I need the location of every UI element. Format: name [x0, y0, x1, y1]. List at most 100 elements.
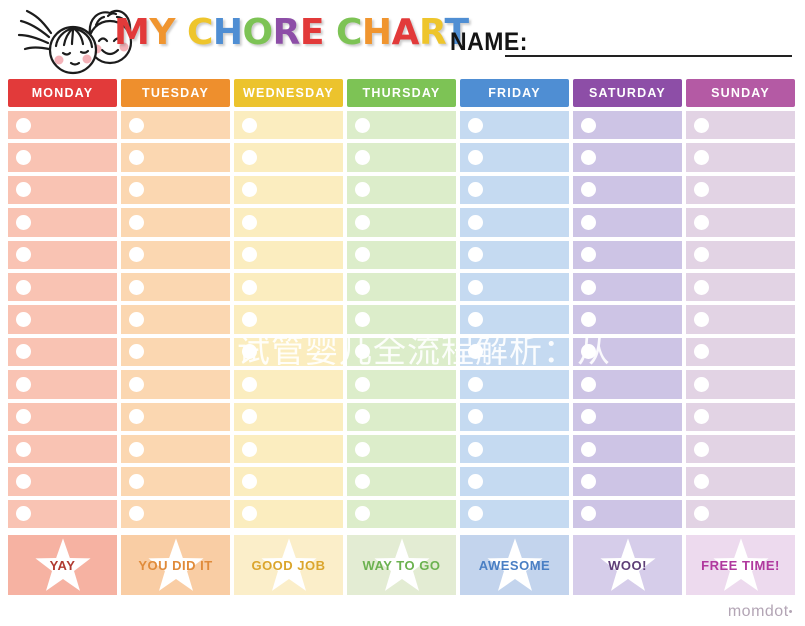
chore-cell[interactable]: [686, 467, 795, 496]
chore-cell[interactable]: [460, 402, 569, 431]
chore-cell[interactable]: [121, 272, 230, 302]
chore-cell[interactable]: [347, 143, 456, 172]
chore-cell[interactable]: [234, 272, 343, 302]
name-input-line[interactable]: [505, 30, 792, 57]
chore-cell[interactable]: [686, 402, 795, 431]
chore-cell[interactable]: [8, 272, 117, 302]
chore-cell[interactable]: [234, 499, 343, 529]
chore-cell[interactable]: [121, 434, 230, 464]
chore-cell[interactable]: [573, 499, 682, 529]
chore-cell[interactable]: [686, 175, 795, 205]
chore-cell[interactable]: [460, 240, 569, 269]
chore-cell[interactable]: [686, 305, 795, 334]
chore-cell[interactable]: [121, 143, 230, 172]
chore-cell[interactable]: [573, 111, 682, 140]
chore-cell[interactable]: [460, 208, 569, 237]
day-column-thursday: THURSDAY WAY TO GO: [347, 79, 456, 596]
chore-cell[interactable]: [8, 499, 117, 529]
check-circle-icon: [694, 279, 709, 295]
chore-cell[interactable]: [8, 305, 117, 334]
check-circle-icon: [468, 312, 483, 328]
chore-cell[interactable]: [121, 402, 230, 431]
chore-cell[interactable]: [573, 208, 682, 237]
chore-cell[interactable]: [347, 272, 456, 302]
chore-cell[interactable]: [686, 370, 795, 399]
chore-cell[interactable]: [573, 434, 682, 464]
chore-cell[interactable]: [347, 305, 456, 334]
chore-cell[interactable]: [347, 467, 456, 496]
chore-cell[interactable]: [121, 467, 230, 496]
check-circle-icon: [355, 117, 370, 133]
chore-cell[interactable]: [347, 434, 456, 464]
chore-cell[interactable]: [460, 370, 569, 399]
chore-cell[interactable]: [8, 175, 117, 205]
chore-cell[interactable]: [460, 305, 569, 334]
chore-cell[interactable]: [573, 305, 682, 334]
chore-cell[interactable]: [573, 143, 682, 172]
chore-cell[interactable]: [347, 111, 456, 140]
chore-cell[interactable]: [686, 208, 795, 237]
chore-cell[interactable]: [347, 337, 456, 367]
chore-cell[interactable]: [234, 175, 343, 205]
chore-cell[interactable]: [347, 370, 456, 399]
chore-cell[interactable]: [234, 111, 343, 140]
chore-cell[interactable]: [8, 337, 117, 367]
title-letter: A: [391, 12, 420, 53]
chore-cell[interactable]: [8, 143, 117, 172]
chore-cell[interactable]: [460, 467, 569, 496]
chore-cell[interactable]: [460, 272, 569, 302]
chore-cell[interactable]: [8, 370, 117, 399]
brand-dot-icon: •: [788, 606, 793, 618]
chore-cell[interactable]: [460, 499, 569, 529]
chore-cell[interactable]: [8, 111, 117, 140]
chore-cell[interactable]: [234, 467, 343, 496]
chore-cell[interactable]: [8, 467, 117, 496]
chore-cell[interactable]: [8, 240, 117, 269]
chore-cell[interactable]: [234, 402, 343, 431]
chore-cell[interactable]: [686, 143, 795, 172]
chore-cell[interactable]: [686, 499, 795, 529]
chore-cell[interactable]: [460, 175, 569, 205]
chore-cell[interactable]: [234, 208, 343, 237]
chore-cell[interactable]: [686, 111, 795, 140]
chore-cell[interactable]: [121, 499, 230, 529]
chore-cell[interactable]: [347, 402, 456, 431]
chore-cell[interactable]: [121, 305, 230, 334]
chore-cell[interactable]: [121, 208, 230, 237]
chore-cell[interactable]: [121, 175, 230, 205]
chore-cell[interactable]: [234, 370, 343, 399]
chore-cell[interactable]: [573, 402, 682, 431]
chore-cell[interactable]: [686, 240, 795, 269]
chore-cell[interactable]: [234, 337, 343, 367]
chore-cell[interactable]: [8, 402, 117, 431]
chore-cell[interactable]: [573, 272, 682, 302]
chore-cell[interactable]: [573, 175, 682, 205]
chore-cell[interactable]: [686, 272, 795, 302]
chore-cell[interactable]: [121, 370, 230, 399]
chore-cell[interactable]: [686, 434, 795, 464]
chore-cell[interactable]: [347, 240, 456, 269]
chore-cell[interactable]: [234, 305, 343, 334]
chore-cell[interactable]: [460, 111, 569, 140]
chore-cell[interactable]: [234, 434, 343, 464]
chore-cell[interactable]: [573, 240, 682, 269]
chore-cell[interactable]: [121, 240, 230, 269]
chore-cell[interactable]: [347, 208, 456, 237]
chore-cell[interactable]: [573, 467, 682, 496]
chore-cell[interactable]: [8, 208, 117, 237]
chore-cell[interactable]: [573, 337, 682, 367]
chore-cell[interactable]: [460, 434, 569, 464]
chore-cell[interactable]: [347, 499, 456, 529]
chore-cell[interactable]: [573, 370, 682, 399]
chore-cell[interactable]: [234, 143, 343, 172]
chore-cell[interactable]: [8, 434, 117, 464]
chore-cell[interactable]: [460, 337, 569, 367]
chore-cell[interactable]: [234, 240, 343, 269]
chore-cell[interactable]: [460, 143, 569, 172]
chore-cell[interactable]: [121, 337, 230, 367]
chore-cell[interactable]: [347, 175, 456, 205]
chore-cell[interactable]: [686, 337, 795, 367]
reward-cell-sunday: FREE TIME!: [686, 535, 795, 596]
check-circle-icon: [694, 376, 709, 392]
chore-cell[interactable]: [121, 111, 230, 140]
